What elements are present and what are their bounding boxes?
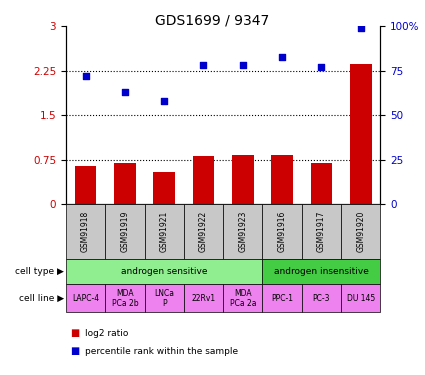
Point [357, 25, 364, 31]
Text: GSM91917: GSM91917 [317, 211, 326, 252]
Text: GSM91919: GSM91919 [120, 211, 129, 252]
Text: androgen insensitive: androgen insensitive [274, 267, 369, 276]
Bar [75, 166, 96, 204]
Point [318, 64, 325, 70]
Text: log2 ratio: log2 ratio [85, 328, 128, 338]
Text: cell line ▶: cell line ▶ [19, 294, 64, 303]
Text: PPC-1: PPC-1 [271, 294, 293, 303]
Text: GSM91916: GSM91916 [278, 211, 286, 252]
Point [161, 98, 167, 104]
Text: MDA
PCa 2a: MDA PCa 2a [230, 289, 256, 308]
Text: androgen sensitive: androgen sensitive [121, 267, 207, 276]
Point [239, 62, 246, 68]
Text: PC-3: PC-3 [313, 294, 330, 303]
Point [279, 54, 286, 60]
Text: GSM91923: GSM91923 [238, 211, 247, 252]
Text: LNCa
P: LNCa P [154, 289, 174, 308]
Point [82, 73, 89, 79]
Bar [153, 172, 175, 204]
Text: ■: ■ [70, 346, 79, 356]
Point [200, 62, 207, 68]
Text: LAPC-4: LAPC-4 [72, 294, 99, 303]
Text: GSM91920: GSM91920 [356, 211, 365, 252]
Bar [114, 163, 136, 204]
Bar [271, 154, 293, 204]
Text: 22Rv1: 22Rv1 [191, 294, 215, 303]
Text: GSM91921: GSM91921 [160, 211, 169, 252]
Bar [311, 163, 332, 204]
Bar [193, 156, 214, 204]
Text: DU 145: DU 145 [347, 294, 375, 303]
Text: GSM91922: GSM91922 [199, 211, 208, 252]
Text: cell type ▶: cell type ▶ [15, 267, 64, 276]
Bar [232, 154, 254, 204]
Text: GSM91918: GSM91918 [81, 211, 90, 252]
Text: percentile rank within the sample: percentile rank within the sample [85, 346, 238, 355]
Point [122, 89, 128, 95]
Text: GDS1699 / 9347: GDS1699 / 9347 [156, 13, 269, 27]
Text: MDA
PCa 2b: MDA PCa 2b [111, 289, 138, 308]
Text: ■: ■ [70, 328, 79, 338]
Bar [350, 64, 371, 204]
